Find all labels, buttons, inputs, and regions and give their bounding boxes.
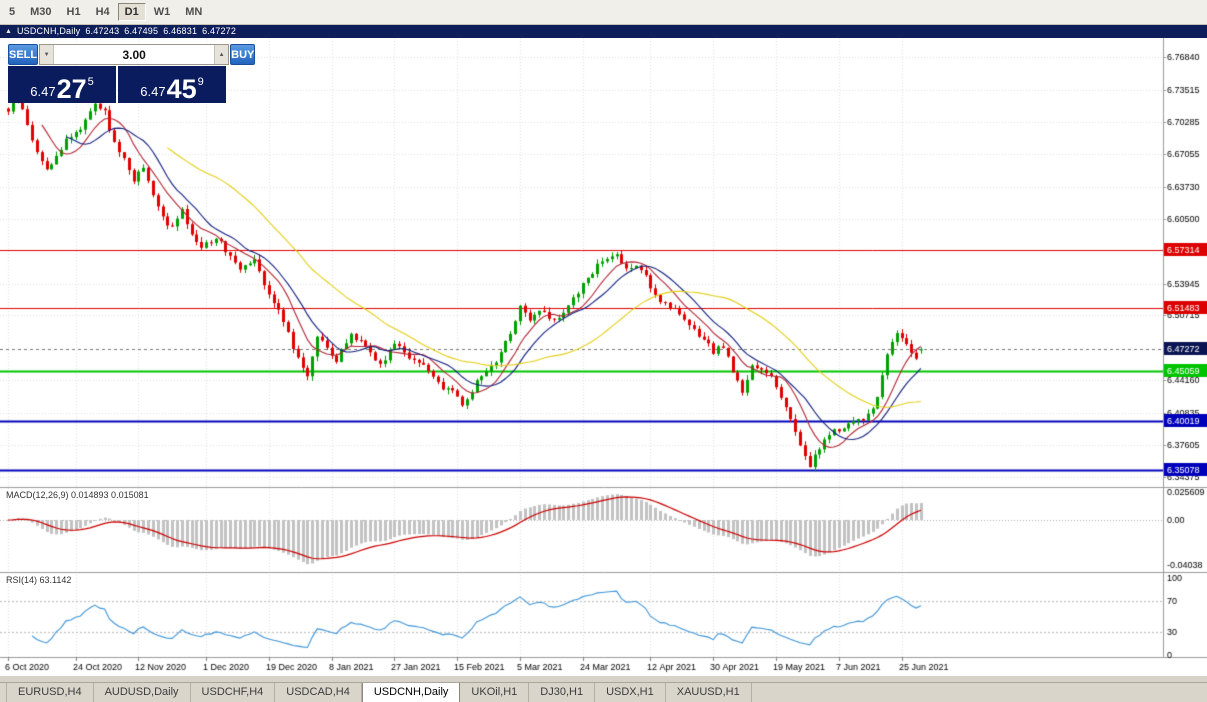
volume-control: ▼ ▲ <box>39 44 230 65</box>
timeframe-button-h1[interactable]: H1 <box>60 3 88 21</box>
timeframe-button-5[interactable]: 5 <box>2 3 22 21</box>
sell-price-point: 5 <box>87 76 94 88</box>
one-click-trading-panel: SELL ▼ ▲ BUY 6.47 27 5 6.47 45 9 <box>8 44 256 103</box>
buy-button[interactable]: BUY <box>230 44 256 65</box>
timeframe-button-d1[interactable]: D1 <box>117 3 146 21</box>
timeframe-button-mn[interactable]: MN <box>178 3 209 21</box>
chart-open-value: 6.47243 <box>85 26 120 36</box>
chart-tab-usdcad-h4[interactable]: USDCAD,H4 <box>275 683 362 702</box>
chevron-up-icon: ▲ <box>218 51 225 58</box>
trade-controls-row: SELL ▼ ▲ BUY <box>8 44 256 65</box>
chart-tab-usdchf-h4[interactable]: USDCHF,H4 <box>191 683 276 702</box>
buy-price-display[interactable]: 6.47 45 9 <box>118 66 226 103</box>
chart-bottom-spacer <box>0 676 1207 682</box>
volume-increase-button[interactable]: ▲ <box>214 45 229 64</box>
chart-high-value: 6.47495 <box>124 26 159 36</box>
chart-close-value: 6.47272 <box>202 26 237 36</box>
chart-tab-ukoil-h1[interactable]: UKOil,H1 <box>460 683 530 702</box>
sell-price-display[interactable]: 6.47 27 5 <box>8 66 116 103</box>
buy-price-prefix: 6.47 <box>140 84 166 99</box>
sell-button[interactable]: SELL <box>8 44 39 65</box>
timeframe-button-w1[interactable]: W1 <box>147 3 178 21</box>
buy-price-point: 9 <box>197 76 204 88</box>
chart-titlebar: ▲ USDCNH,Daily 6.47243 6.47495 6.46831 6… <box>0 25 1207 38</box>
chart-tab-usdcnh-daily[interactable]: USDCNH,Daily <box>361 683 461 702</box>
volume-decrease-button[interactable]: ▼ <box>40 45 55 64</box>
chart-tab-xauusd-h1[interactable]: XAUUSD,H1 <box>666 683 752 702</box>
trade-prices-row: 6.47 27 5 6.47 45 9 <box>8 66 226 103</box>
volume-input[interactable] <box>54 45 215 64</box>
chart-tab-dj30-h1[interactable]: DJ30,H1 <box>529 683 596 702</box>
sell-price-prefix: 6.47 <box>30 84 56 99</box>
chart-symbol-label: USDCNH,Daily <box>16 26 81 36</box>
chart-area: MACD(12,26,9) 0.014893 0.015081 RSI(14) … <box>0 38 1207 676</box>
chart-tab-usdx-h1[interactable]: USDX,H1 <box>595 683 666 702</box>
one-click-toggle-icon[interactable]: ▲ <box>5 28 12 35</box>
chevron-down-icon: ▼ <box>43 51 50 58</box>
timeframe-button-h4[interactable]: H4 <box>89 3 117 21</box>
buy-price-pips: 45 <box>166 73 197 104</box>
price-chart-canvas[interactable] <box>0 38 1207 676</box>
timeframe-toolbar: 5 M30 H1 H4 D1 W1 MN <box>0 0 1207 25</box>
sell-price-pips: 27 <box>56 73 87 104</box>
chart-tab-audusd-daily[interactable]: AUDUSD,Daily <box>94 683 191 702</box>
timeframe-button-m30[interactable]: M30 <box>23 3 58 21</box>
chart-tabs-bar: EURUSD,H4 AUDUSD,Daily USDCHF,H4 USDCAD,H4 U… <box>0 682 1207 702</box>
chart-low-value: 6.46831 <box>163 26 198 36</box>
chart-tab-eurusd-h4[interactable]: EURUSD,H4 <box>6 683 94 702</box>
